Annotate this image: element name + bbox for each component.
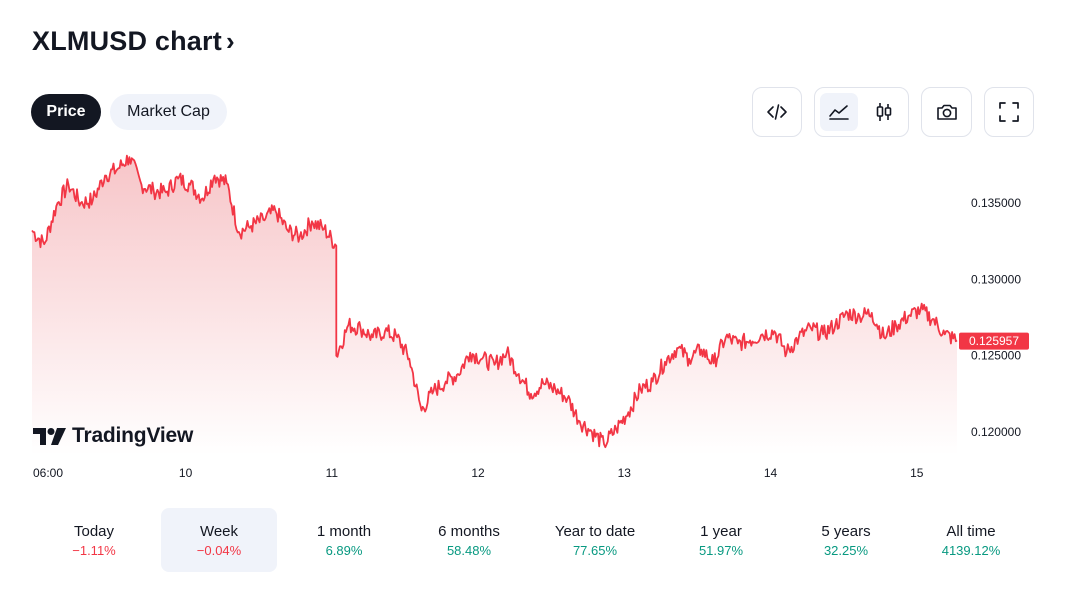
last-price-label: 0.125957	[969, 334, 1019, 348]
x-tick-label: 14	[764, 466, 778, 480]
y-tick-label: 0.130000	[971, 272, 1021, 286]
y-tick-label: 0.125000	[971, 349, 1021, 363]
chart-title-link[interactable]: XLMUSD chart ›	[32, 26, 235, 57]
page-title: XLMUSD chart	[32, 26, 222, 56]
tab-price[interactable]: Price	[31, 94, 101, 130]
embed-button[interactable]	[752, 87, 802, 137]
timeframe-1-month[interactable]: 1 month 6.89%	[286, 508, 402, 572]
timeframe-label: All time	[946, 522, 996, 540]
timeframe-all-time[interactable]: All time 4139.12%	[913, 508, 1029, 572]
timeframe-change: 51.97%	[698, 542, 744, 558]
x-axis: 06:00 10 11 12 13 14 15	[33, 466, 924, 480]
fullscreen-button[interactable]	[984, 87, 1034, 137]
x-tick-label: 13	[618, 466, 632, 480]
x-tick-label: 15	[910, 466, 924, 480]
chevron-right-icon: ›	[225, 25, 235, 56]
timeframe-6-months[interactable]: 6 months 58.48%	[411, 508, 527, 572]
chart-type-switcher	[814, 87, 909, 137]
watermark-text: TradingView	[72, 424, 194, 447]
code-embed-icon	[767, 104, 787, 120]
price-area-fill	[32, 155, 957, 455]
timeframe-label: 6 months	[438, 522, 500, 540]
timeframe-1-year[interactable]: 1 year 51.97%	[663, 508, 779, 572]
timeframe-label: Year to date	[554, 522, 636, 540]
timeframe-year-to-date[interactable]: Year to date 77.65%	[537, 508, 653, 572]
y-axis: 0.135000 0.130000 0.125000 0.120000	[971, 196, 1021, 439]
y-tick-label: 0.135000	[971, 196, 1021, 210]
timeframe-change: 6.89%	[325, 542, 363, 558]
snapshot-button[interactable]	[921, 87, 972, 137]
y-tick-label: 0.120000	[971, 425, 1021, 439]
candlestick-chart-button[interactable]	[865, 93, 903, 131]
tradingview-logo[interactable]: TradingView	[33, 424, 193, 448]
x-tick-label: 06:00	[33, 466, 63, 480]
tab-market-cap[interactable]: Market Cap	[110, 94, 227, 130]
area-chart-button[interactable]	[820, 93, 858, 131]
timeframe-change: 77.65%	[572, 542, 618, 558]
last-price-tag-bg	[959, 332, 1029, 350]
x-tick-label: 10	[179, 466, 193, 480]
last-price-tag: 0.125957	[959, 332, 1029, 350]
timeframe-change: −1.11%	[72, 542, 116, 558]
timeframe-label: 5 years	[821, 522, 871, 540]
timeframe-label: 1 year	[700, 522, 742, 540]
camera-icon	[936, 104, 957, 120]
price-chart[interactable]: 0.135000 0.130000 0.125000 0.120000 06:00 10…	[0, 145, 1068, 485]
tradingview-logo-icon	[33, 427, 66, 445]
timeframe-change: 58.48%	[446, 542, 492, 558]
timeframe-label: Today	[73, 522, 115, 540]
timeframe-today[interactable]: Today −1.11%	[36, 508, 152, 572]
candlestick-icon	[876, 103, 892, 121]
timeframe-5-years[interactable]: 5 years 32.25%	[788, 508, 904, 572]
timeframe-label: 1 month	[316, 522, 372, 540]
fullscreen-icon	[999, 102, 1019, 122]
timeframe-week[interactable]: Week −0.04%	[161, 508, 277, 572]
x-tick-label: 11	[326, 466, 339, 480]
timeframe-change: −0.04%	[196, 542, 242, 558]
timeframe-label: Week	[199, 522, 239, 540]
timeframe-change: 4139.12%	[941, 542, 1001, 558]
area-chart-icon	[829, 105, 849, 120]
price-line	[31, 154, 958, 449]
timeframe-selector: Today −1.11% Week −0.04% 1 month 6.89% 6…	[0, 508, 1068, 572]
x-tick-label: 12	[471, 466, 485, 480]
timeframe-change: 32.25%	[823, 542, 869, 558]
